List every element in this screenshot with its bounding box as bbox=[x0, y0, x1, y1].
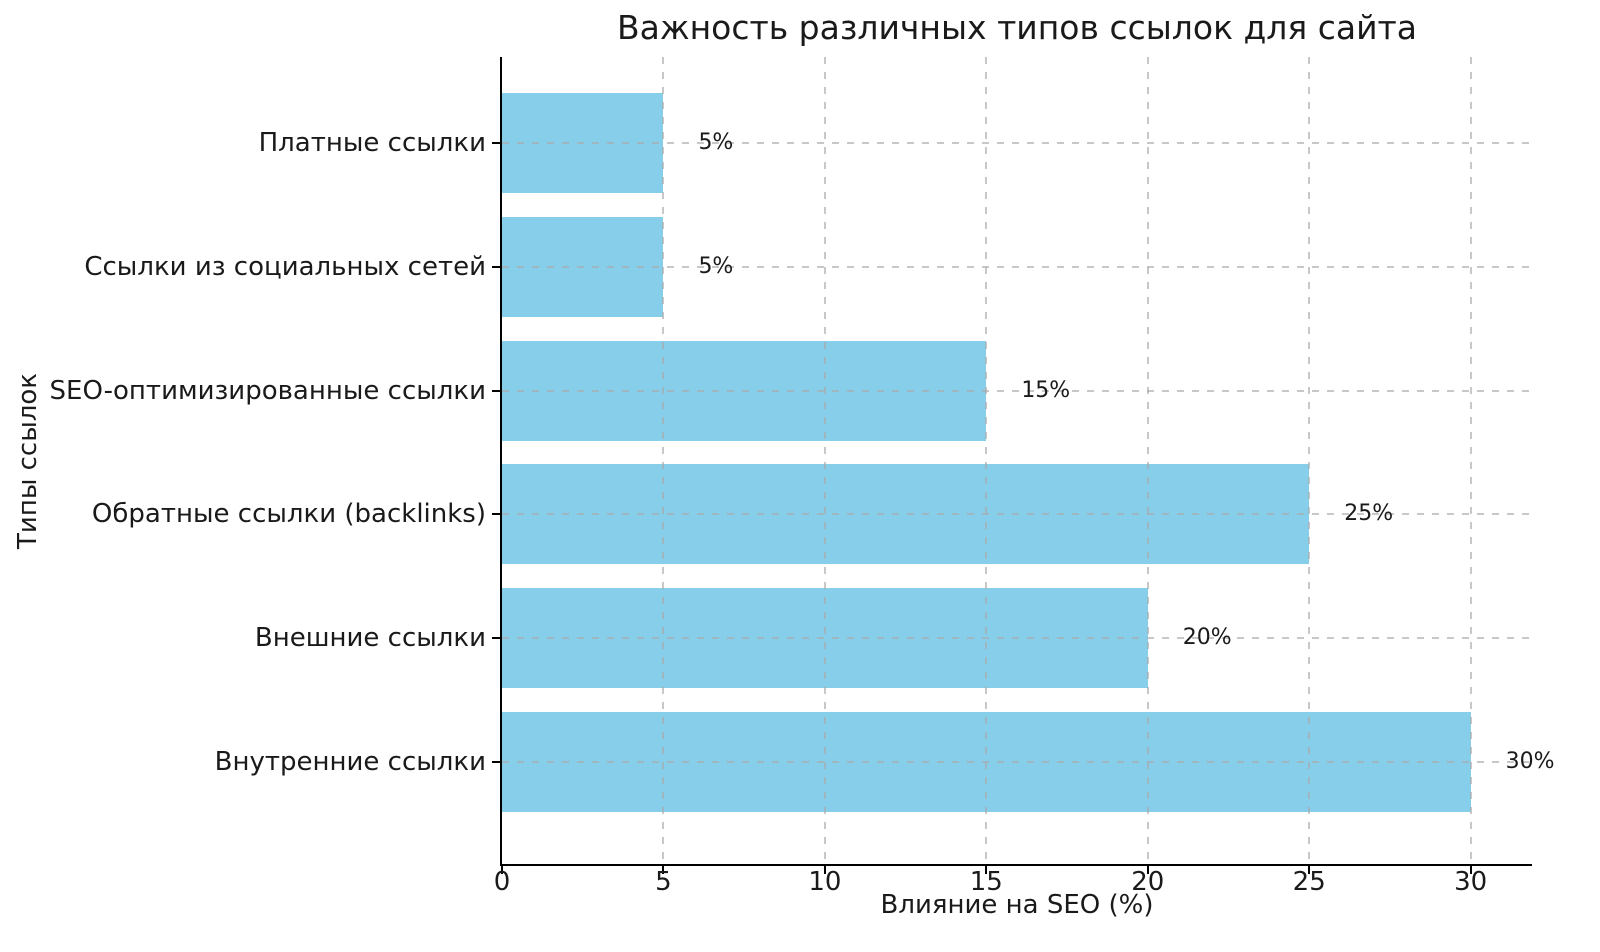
x-tick-label-10: 10 bbox=[808, 867, 842, 897]
chart-title: Важность различных типов ссылок для сайт… bbox=[617, 8, 1417, 47]
x-tick-label-5: 5 bbox=[655, 867, 672, 897]
y-axis-label: Типы ссылок bbox=[0, 57, 58, 864]
y-tick-mark-4 bbox=[492, 637, 500, 640]
value-label-2: 15% bbox=[1021, 377, 1071, 403]
x-tick-label-20: 20 bbox=[1131, 867, 1165, 897]
x-tick-mark-15 bbox=[985, 866, 988, 874]
x-tick-label-25: 25 bbox=[1292, 867, 1326, 897]
x-tick-mark-25 bbox=[1308, 866, 1311, 874]
gridline-y-4 bbox=[502, 637, 1532, 640]
value-label-1: 5% bbox=[698, 253, 734, 279]
value-label-0: 5% bbox=[698, 130, 734, 155]
value-label-4: 20% bbox=[1182, 625, 1232, 651]
category-label-2: SEO-оптимизированные ссылки bbox=[49, 375, 486, 406]
y-tick-mark-3 bbox=[492, 513, 500, 516]
x-tick-mark-20 bbox=[1146, 866, 1149, 874]
gridline-y-1 bbox=[502, 265, 1532, 268]
x-tick-mark-5 bbox=[662, 866, 665, 874]
x-axis-label: Влияние на SEO (%) bbox=[880, 890, 1154, 920]
y-tick-mark-0 bbox=[492, 142, 500, 144]
y-tick-mark-1 bbox=[492, 265, 500, 268]
left-spine bbox=[500, 57, 502, 866]
x-tick-mark-0 bbox=[501, 866, 503, 874]
category-label-4: Внешние ссылки bbox=[254, 623, 486, 654]
bottom-spine bbox=[500, 864, 1532, 866]
category-label-5: Внутренние ссылки bbox=[214, 747, 486, 777]
value-label-5: 30% bbox=[1505, 749, 1555, 774]
gridline-x-30 bbox=[1469, 57, 1472, 864]
gridline-x-15 bbox=[985, 57, 988, 864]
x-tick-mark-30 bbox=[1469, 866, 1472, 874]
gridline-x-5 bbox=[662, 57, 665, 864]
y-tick-mark-2 bbox=[492, 389, 500, 392]
y-tick-mark-5 bbox=[492, 761, 500, 763]
x-tick-label-0: 0 bbox=[493, 867, 511, 897]
gridline-y-5 bbox=[502, 761, 1532, 763]
category-label-0: Платные ссылки bbox=[258, 128, 486, 158]
gridline-y-2 bbox=[502, 389, 1532, 392]
gridline-x-25 bbox=[1308, 57, 1311, 864]
x-tick-label-15: 15 bbox=[969, 867, 1003, 897]
gridline-y-3 bbox=[502, 513, 1532, 516]
category-label-1: Ссылки из социальных сетей bbox=[84, 251, 486, 282]
value-label-3: 25% bbox=[1344, 501, 1394, 527]
gridline-x-20 bbox=[1146, 57, 1149, 864]
x-tick-label-30: 30 bbox=[1454, 867, 1488, 897]
category-label-3: Обратные ссылки (backlinks) bbox=[91, 499, 486, 530]
x-tick-mark-10 bbox=[823, 866, 826, 874]
gridline-x-10 bbox=[823, 57, 826, 864]
gridline-y-0 bbox=[502, 142, 1532, 144]
